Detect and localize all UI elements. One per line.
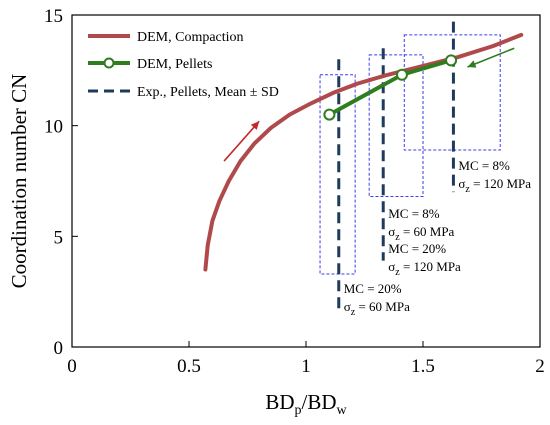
y-tick-label: 10 — [44, 117, 63, 138]
arrows — [223, 47, 515, 162]
arrow-shaft — [223, 120, 260, 162]
annotation-mc: MC = 20% — [388, 241, 446, 256]
x-axis-title-main: BD — [265, 390, 294, 414]
legend-label-compaction: DEM, Compaction — [137, 30, 244, 45]
legend: DEM, Compaction DEM, Pellets Exp., Pelle… — [88, 30, 279, 100]
data-point — [395, 68, 408, 81]
x-axis-title-slash: /BD — [302, 390, 337, 414]
data-point — [323, 108, 336, 121]
x-axis-title: BDp/BDw — [265, 390, 347, 418]
series-line — [203, 32, 524, 272]
y-tick-label: 5 — [54, 227, 64, 248]
annotation-sigma: σz = 60 MPa — [388, 224, 454, 243]
arrow-head — [250, 121, 260, 130]
axis-ticks: 0 0.5 1 1.5 2 0 5 10 15 — [44, 6, 545, 377]
legend-label-experiment: Exp., Pellets, Mean ± SD — [137, 85, 279, 100]
y-tick-label: 0 — [54, 338, 64, 359]
annotation-sigma: σz = 120 MPa — [388, 259, 461, 278]
annotation-sigma: σz = 60 MPa — [344, 299, 410, 318]
annotation-mc: MC = 8% — [458, 158, 510, 173]
x-tick-label: 2 — [535, 356, 545, 377]
legend-marker-pellets — [103, 57, 115, 69]
x-tick-label: 1.5 — [411, 356, 435, 377]
y-tick-label: 15 — [44, 6, 63, 27]
legend-label-pellets: DEM, Pellets — [137, 57, 212, 72]
annotation-sigma: σz = 120 MPa — [458, 176, 531, 195]
annotation-mc: MC = 20% — [344, 281, 402, 296]
sd-box — [403, 34, 501, 151]
data-point — [445, 54, 458, 67]
pellet-markers — [323, 54, 458, 121]
annotation-mc: MC = 8% — [388, 206, 440, 221]
x-tick-label: 0 — [67, 356, 77, 377]
sd-box — [368, 54, 424, 197]
series-lines — [203, 32, 524, 272]
x-tick-label: 1 — [301, 356, 311, 377]
x-axis-title-sub1: p — [295, 403, 302, 418]
y-axis-title: Coordination number CN — [7, 74, 31, 289]
arrow-shaft — [467, 47, 515, 68]
arrow-head — [467, 60, 477, 68]
x-axis-title-sub2: w — [337, 403, 348, 418]
x-tick-label: 0.5 — [177, 356, 201, 377]
